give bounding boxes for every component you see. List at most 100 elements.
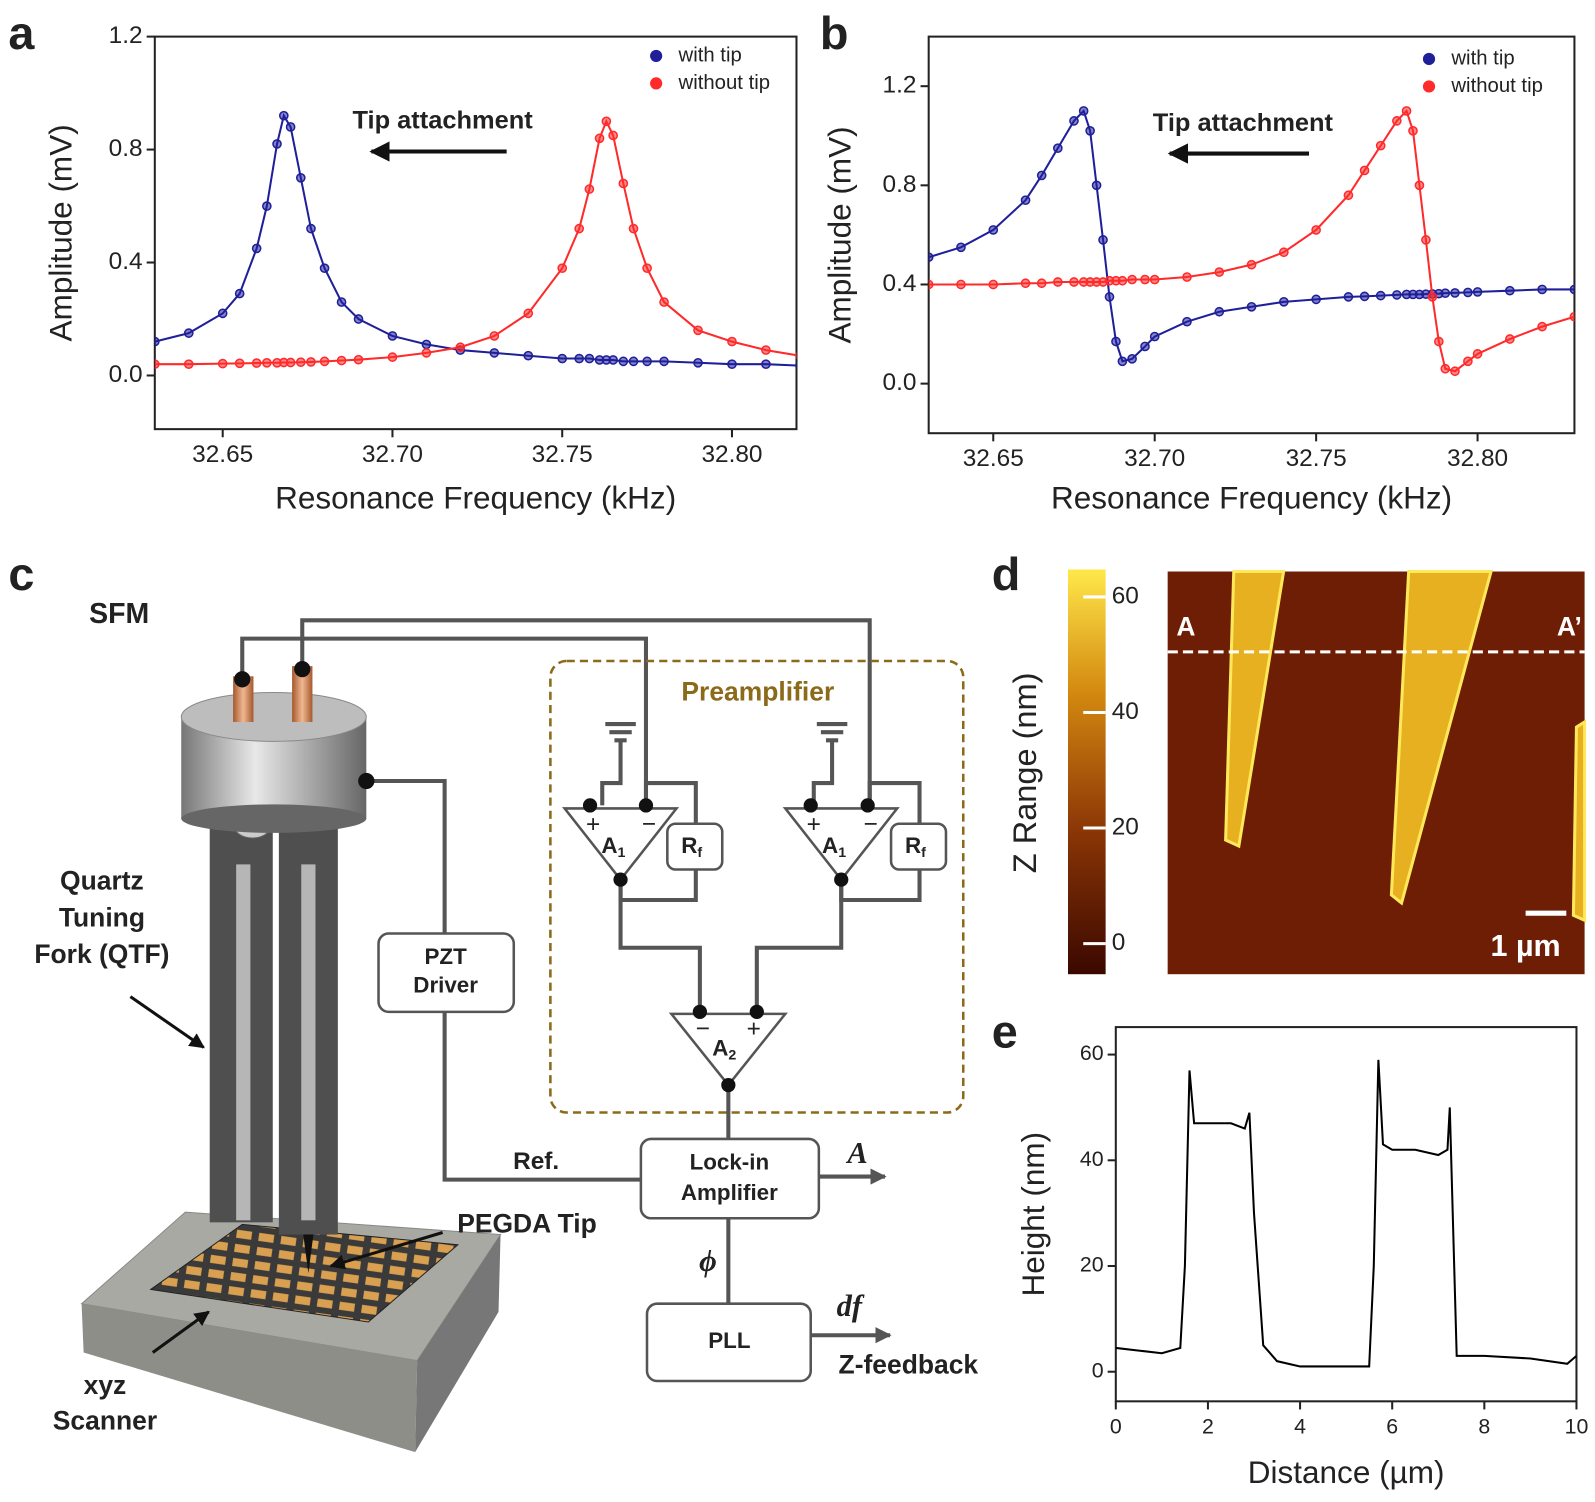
data-point — [1111, 336, 1121, 347]
data-point — [1440, 288, 1451, 298]
scanner-label: Scanner — [53, 1406, 157, 1436]
data-point — [1279, 297, 1289, 307]
data-point — [1053, 277, 1063, 287]
x-axis-title: Distance (µm) — [1248, 1454, 1445, 1490]
data-point — [608, 130, 618, 141]
data-point — [295, 357, 306, 368]
line-marker: A’ — [1557, 611, 1582, 641]
data-point — [353, 354, 364, 365]
data-point — [1117, 356, 1128, 367]
plot-frame — [153, 35, 798, 431]
y-tick-label: 0.8 — [109, 135, 143, 162]
y-tick-label: 20 — [1080, 1253, 1104, 1277]
plot-area — [154, 110, 797, 370]
data-point — [1450, 288, 1460, 298]
data-point — [956, 279, 966, 290]
data-point — [584, 353, 595, 364]
schematic-title: SFM — [89, 598, 149, 630]
data-point — [1505, 334, 1515, 344]
data-point — [251, 243, 262, 254]
series-line — [154, 118, 797, 366]
x-tick-label: 32.75 — [1286, 445, 1347, 472]
data-point — [988, 279, 999, 290]
data-point — [1127, 354, 1137, 364]
y-tick-label: 0.8 — [883, 171, 917, 198]
chart: 32.65 32.70 32.75 32.80 0.0 0.4 0.8 1.2 Resonanc… — [43, 22, 798, 516]
data-point — [928, 252, 934, 263]
x-tick-label: 32.70 — [362, 441, 423, 468]
data-point — [956, 242, 966, 253]
data-point — [618, 356, 629, 367]
data-point — [1036, 278, 1047, 289]
data-point — [1149, 274, 1160, 285]
plot-frame — [927, 35, 1576, 435]
schematic: SFM Quartz Tuning Fork (QTF) PEGDA Tip x… — [34, 598, 978, 1453]
pll-label: PLL — [708, 1328, 750, 1353]
data-point — [183, 359, 194, 370]
data-point — [628, 223, 639, 234]
data-point — [154, 336, 160, 347]
legend-label: without tip — [1450, 75, 1543, 97]
minus-sign: − — [642, 811, 656, 838]
resistor-label: Rf — [905, 833, 926, 861]
pzt-label: Driver — [413, 972, 478, 997]
panel-label: e — [992, 1006, 1018, 1058]
data-point — [608, 355, 618, 365]
data-point — [761, 345, 771, 355]
data-point — [262, 201, 272, 211]
data-point — [1140, 341, 1150, 352]
phase-label: ϕ — [699, 1244, 717, 1278]
data-point — [1279, 247, 1289, 258]
x-tick-label: 32.80 — [701, 441, 762, 468]
data-point — [601, 116, 612, 127]
data-point — [693, 357, 703, 368]
y-tick-label: 0.0 — [883, 369, 917, 396]
x-tick-label: 32.70 — [1124, 445, 1185, 472]
colorbar-tick-label: 40 — [1112, 698, 1139, 725]
opamp-label: A1 — [601, 833, 625, 861]
data-point — [306, 223, 316, 234]
qtf-label: Fork (QTF) — [34, 939, 169, 969]
data-point — [183, 328, 194, 338]
x-tick-label: 8 — [1478, 1414, 1490, 1438]
legend-label: without tip — [678, 72, 771, 94]
lockin-label: Amplifier — [681, 1180, 778, 1205]
data-point — [1472, 349, 1483, 359]
chart: 0 2 4 6 8 10 0 20 40 60 Distance (µm) Height (nm) — [1015, 1026, 1588, 1490]
data-point — [727, 336, 737, 347]
resistor-sub: f — [921, 845, 926, 861]
y-axis-title: Amplitude (mV) — [43, 124, 79, 341]
data-point — [1311, 225, 1321, 235]
opamp-base: A — [601, 833, 617, 858]
data-point — [1085, 125, 1095, 136]
data-point — [353, 314, 364, 324]
data-point — [574, 353, 585, 364]
data-point — [1069, 277, 1079, 287]
opamp-base: A — [822, 833, 838, 858]
panel-label: a — [8, 7, 35, 59]
x-axis-title: Resonance Frequency (kHz) — [1051, 480, 1452, 516]
x-tick-label: 32.75 — [532, 441, 593, 468]
data-point — [1427, 292, 1438, 302]
data-point — [217, 308, 228, 319]
data-point — [1537, 284, 1547, 295]
x-tick-label: 6 — [1386, 1414, 1398, 1438]
data-point — [1401, 106, 1412, 116]
data-point — [618, 178, 629, 189]
qtf-label: Quartz — [60, 866, 144, 896]
legend-label: with tip — [678, 44, 742, 66]
data-point — [387, 352, 398, 362]
data-point — [659, 297, 669, 307]
opamp-sub: 2 — [728, 1047, 736, 1063]
data-point — [584, 184, 595, 194]
data-point — [642, 356, 652, 367]
y-tick-label: 60 — [1080, 1041, 1104, 1065]
line-marker: A — [1176, 611, 1195, 641]
data-point — [1246, 301, 1257, 312]
data-point — [523, 350, 534, 361]
y-tick-label: 0.4 — [883, 270, 917, 297]
y-axis-title: Amplitude (mV) — [822, 126, 858, 343]
x-tick-label: 32.65 — [192, 441, 253, 468]
resistor-label: Rf — [681, 833, 702, 861]
